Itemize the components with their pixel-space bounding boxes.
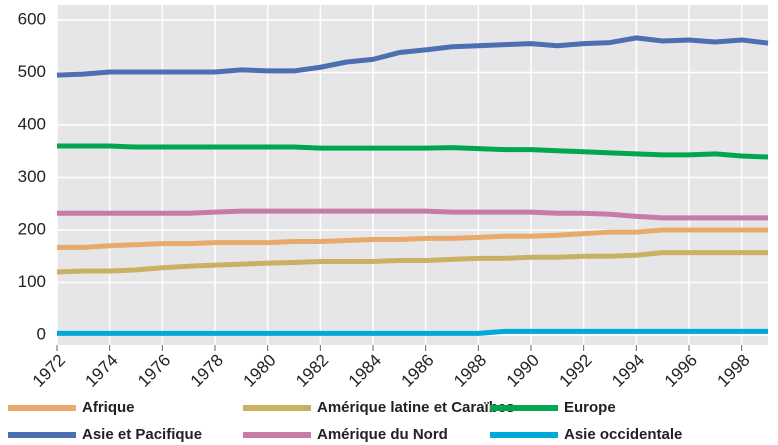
x-tick-label: 1994 xyxy=(608,351,648,391)
x-tick-label: 1988 xyxy=(450,351,490,391)
x-tick-label: 1980 xyxy=(239,351,279,391)
series-line xyxy=(56,250,768,275)
x-tick-label: 1998 xyxy=(713,351,753,391)
x-tick-label: 1978 xyxy=(187,351,227,391)
y-tick-label: 200 xyxy=(18,219,46,238)
plot-background xyxy=(57,5,768,345)
legend-label: Europe xyxy=(564,399,616,416)
y-tick-label: 100 xyxy=(18,272,46,291)
legend-label: Asie occidentale xyxy=(564,426,682,443)
x-tick-label: 1982 xyxy=(292,351,332,391)
y-tick-label: 600 xyxy=(18,9,46,28)
series-line xyxy=(56,35,769,78)
y-tick-label: 400 xyxy=(18,114,46,133)
x-tick-label: 1990 xyxy=(503,351,543,391)
series-line xyxy=(57,143,769,160)
x-tick-label: 1996 xyxy=(661,351,701,391)
series-line xyxy=(57,227,768,250)
y-tick-label: 500 xyxy=(18,62,46,81)
x-tick-label: 1992 xyxy=(555,351,595,391)
x-tick-label: 1972 xyxy=(29,351,69,391)
x-tick-label: 1974 xyxy=(81,351,121,391)
x-tick-label: 1984 xyxy=(345,351,385,391)
series-line xyxy=(57,208,768,221)
legend-label: Afrique xyxy=(82,399,135,416)
y-tick-label: 300 xyxy=(18,167,46,186)
series-line xyxy=(57,328,768,336)
x-tick-label: 1976 xyxy=(134,351,174,391)
legend-label: Amérique du Nord xyxy=(317,426,448,443)
legend-label: Amérique latine et Caraïbes xyxy=(317,399,515,416)
legend-label: Asie et Pacifique xyxy=(82,426,202,443)
y-tick-label: 0 xyxy=(37,324,46,343)
x-tick-label: 1986 xyxy=(397,351,437,391)
